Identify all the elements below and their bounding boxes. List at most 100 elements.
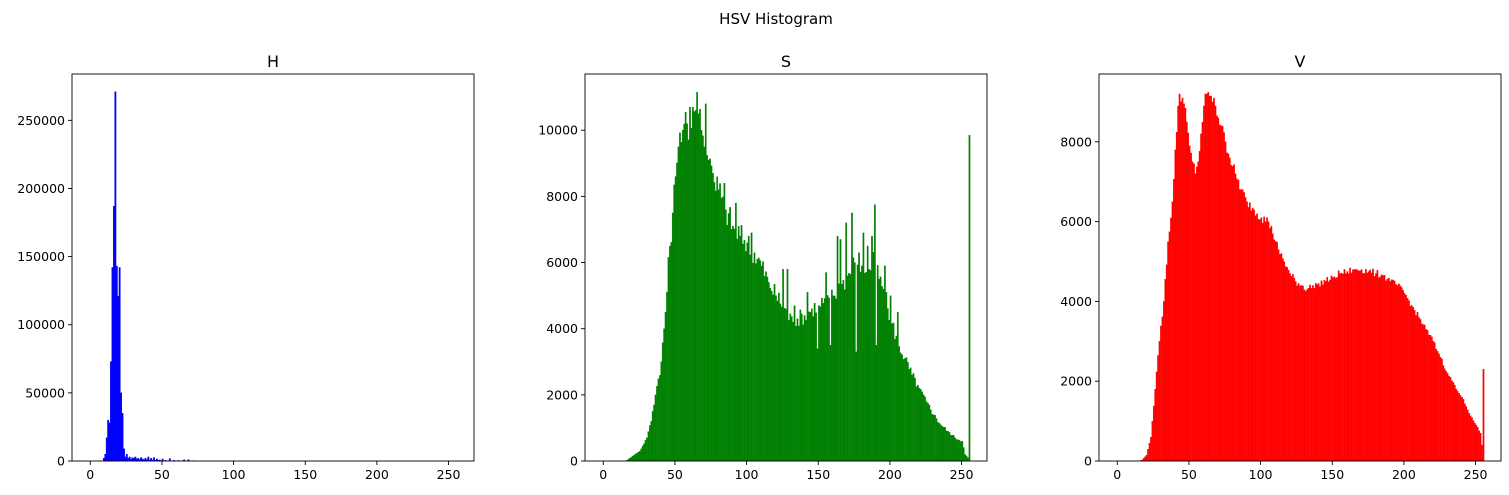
v-bin-bar [1431,336,1433,462]
s-bin-bar [779,303,782,462]
s-bin-bar [831,289,833,462]
v-bin-bar [1316,284,1319,462]
v-bin-bar [1393,280,1396,462]
s-bin-bar [848,273,850,462]
h-bin-bar [114,91,117,462]
s-bin-bar [932,414,935,462]
s-bin-bar [747,235,750,462]
h-bin-bar [105,437,108,462]
s-bin-bar [766,276,769,462]
s-bin-bar [727,213,730,462]
s-bin-bar [921,391,923,462]
v-bin-bar [1243,192,1245,462]
s-bin-bar [964,454,966,462]
v-bin-bar [1342,273,1344,462]
v-bin-bar [1257,219,1260,462]
s-y-tick-label: 2000 [546,387,578,402]
s-x-tick-label: 0 [599,467,607,482]
s-bin-bar [704,103,707,462]
v-bin-bar [1214,105,1217,462]
v-bin-bar [1228,157,1231,462]
s-bin-bar [871,235,873,462]
s-bin-bar [898,346,901,462]
s-bin-bar [842,280,845,462]
s-bin-bar [894,339,896,462]
s-bin-bar [826,295,829,462]
v-y-tick-label: 6000 [1060,214,1092,229]
v-bin-bar [1302,285,1304,462]
h-panel-title: H [267,52,279,71]
s-bin-bar [681,130,684,462]
v-x-tick-label: 200 [1392,467,1416,482]
h-bin-bar [131,457,134,462]
v-bin-bar [1287,269,1290,462]
v-bin-bar [1406,298,1409,462]
s-bin-bar [876,265,879,462]
v-bin-bar [1463,403,1466,462]
s-bin-bar [872,251,875,462]
s-bin-bar [702,135,704,462]
v-bin-bar [1353,269,1356,462]
s-bin-bar [922,394,925,462]
v-x-tick-label: 250 [1464,467,1488,482]
v-bin-bar [1279,254,1281,462]
s-bin-bar [911,374,913,462]
v-bin-bar [1261,222,1264,462]
s-bin-bar [924,396,926,462]
v-bin-bar [1294,281,1297,462]
v-bin-bar [1339,273,1341,462]
v-bin-bar [1474,423,1476,462]
s-bin-bar [809,312,812,462]
s-bin-bar [714,190,717,462]
v-bin-bar [1346,271,1349,462]
s-bin-bar [709,158,711,462]
s-bin-bar [752,262,754,462]
v-bin-bar [1283,261,1286,462]
s-bin-bar [783,307,786,462]
v-bin-bar [1297,283,1300,462]
v-bin-bar [1150,436,1152,462]
h-histogram-bars [102,91,451,462]
v-bin-bar [1461,397,1463,462]
s-bin-bar [901,354,903,462]
s-bin-bar [810,308,813,462]
h-bin-bar [140,457,143,462]
s-bin-bar [934,415,936,462]
s-bin-bar [839,239,842,462]
v-bin-bar [1254,215,1257,462]
s-bin-bar [843,289,846,462]
h-y-tick-label: 100000 [17,317,65,332]
s-bin-bar [651,411,654,462]
s-bin-bar [710,165,713,462]
s-bin-bar [733,228,736,462]
v-bin-bar [1300,285,1303,462]
h-y-tick-label: 250000 [17,113,65,128]
v-bin-bar [1356,269,1359,462]
v-y-tick-label: 0 [1084,454,1092,469]
v-x-tick-label: 50 [1181,467,1197,482]
s-bin-bar [687,139,690,462]
v-bin-bar [1481,444,1483,462]
s-bin-bar [968,135,971,462]
v-bin-bar [1322,284,1324,462]
v-bin-bar [1377,277,1380,462]
s-bin-bar [881,286,883,462]
s-bin-bar [792,321,795,462]
v-bin-bar [1382,275,1384,462]
s-bin-bar [755,263,757,462]
v-bin-bar [1415,315,1417,462]
v-bin-bar [1236,178,1238,462]
s-bin-bar [634,453,637,462]
v-bin-bar [1180,101,1182,462]
s-bin-bar [732,226,734,462]
s-bin-bar [856,264,859,462]
h-bin-bar [111,267,114,462]
v-bin-bar [1418,317,1420,462]
s-bin-bar [862,232,865,462]
v-bin-bar [1148,443,1151,462]
s-bin-bar [656,386,658,462]
v-bin-bar [1203,105,1205,462]
v-bin-bar [1409,306,1412,462]
v-bin-bar [1478,430,1480,462]
s-bin-bar [734,202,737,462]
